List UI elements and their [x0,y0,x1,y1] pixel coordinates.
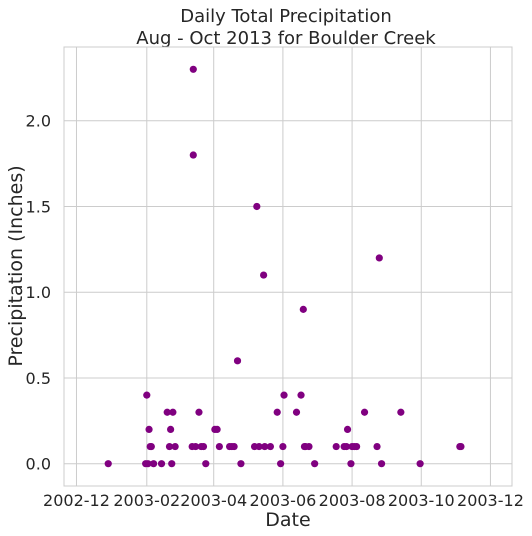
x-tick-label: 2003-06 [249,491,316,510]
data-point [457,442,465,451]
x-tick-labels: 2002-12 2003-02 2003-04 2003-06 2003-08 2003-… [43,491,524,510]
y-tick-labels: 0.0 0.5 1.0 1.5 2.0 [26,112,51,474]
data-point [297,391,305,399]
y-tick-label: 0.0 [26,455,51,474]
data-point [168,460,176,468]
y-tick-label: 1.0 [26,283,51,302]
data-point [416,460,424,468]
data-point [342,442,351,451]
data-point [233,357,242,365]
data-point [195,408,203,416]
data-point [167,425,175,434]
data-point [189,151,197,159]
data-point [144,460,152,468]
data-point [163,408,171,416]
data-point [171,442,179,451]
x-gridlines [75,47,491,486]
data-point [237,460,245,468]
data-point [292,408,301,416]
data-point [343,425,352,434]
plot-frame [63,46,513,487]
data-point [150,460,158,468]
data-point [199,442,208,451]
data-point [397,408,405,416]
data-point [375,254,383,262]
data-point [299,305,307,313]
data-point [104,460,112,468]
chart-title-line2: Aug - Oct 2013 for Boulder Creek [136,28,436,49]
data-point [353,442,361,451]
x-tick-label: 2002-12 [43,491,110,510]
x-tick-label: 2003-10 [388,491,455,510]
x-axis-title: Date [265,509,310,531]
y-tick-label: 2.0 [26,112,51,131]
data-point [311,460,319,468]
data-point [213,425,221,434]
data-point [255,442,263,451]
data-point [347,460,355,468]
data-point [305,442,313,451]
data-points [104,65,465,468]
data-point [157,460,166,468]
data-point [145,425,153,434]
data-point [377,460,386,468]
data-point [230,442,238,451]
y-axis-title: Precipitation (Inches) [5,165,27,366]
y-gridlines [64,120,512,465]
data-point [280,391,288,399]
data-point [279,442,287,451]
data-point [373,442,381,451]
y-tick-label: 1.5 [26,197,51,216]
data-point [202,460,210,468]
data-point [147,442,155,451]
data-point [266,442,275,451]
x-tick-label: 2003-08 [319,491,386,510]
data-point [165,442,174,451]
data-point [253,202,261,211]
y-tick-label: 0.5 [26,369,51,388]
data-point [260,271,268,279]
data-point [191,442,200,451]
x-tick-label: 2003-04 [180,491,247,510]
data-point [360,408,369,416]
data-point [143,391,151,399]
data-point [189,65,197,73]
chart-title-line1: Daily Total Precipitation [180,6,392,27]
data-point [169,408,177,416]
data-point [332,442,340,451]
data-point [273,408,281,416]
data-point [277,460,285,468]
data-point [215,442,223,451]
data-point [261,442,269,451]
x-tick-label: 2003-02 [113,491,180,510]
x-tick-label: 2003-12 [457,491,524,510]
